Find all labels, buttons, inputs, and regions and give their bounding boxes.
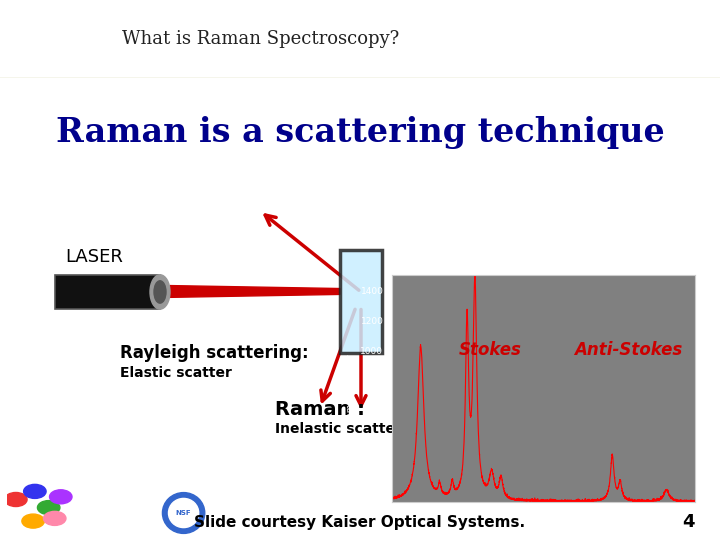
Circle shape xyxy=(22,514,45,528)
Circle shape xyxy=(24,484,46,498)
X-axis label: Raman Shift ( cm-1): Raman Shift ( cm-1) xyxy=(495,526,593,536)
Text: 4: 4 xyxy=(683,513,695,531)
Text: Stokes: Stokes xyxy=(459,341,522,359)
Text: Slide courtesy Kaiser Optical Systems.: Slide courtesy Kaiser Optical Systems. xyxy=(194,515,526,530)
Circle shape xyxy=(4,492,27,507)
Text: Inelastic scatter: Inelastic scatter xyxy=(275,422,402,436)
Polygon shape xyxy=(170,286,340,298)
Bar xyxy=(340,250,382,353)
Circle shape xyxy=(50,490,72,504)
Circle shape xyxy=(168,498,199,528)
Y-axis label: Raman Intensity: Raman Intensity xyxy=(346,354,355,423)
Text: Rayleigh scattering:: Rayleigh scattering: xyxy=(120,345,309,362)
Text: Raman is a scattering technique: Raman is a scattering technique xyxy=(55,116,665,149)
Text: Raman :: Raman : xyxy=(275,400,365,419)
Ellipse shape xyxy=(154,281,166,303)
Circle shape xyxy=(43,511,66,525)
Text: LASER: LASER xyxy=(65,248,123,266)
Text: What is Raman Spectroscopy?: What is Raman Spectroscopy? xyxy=(122,30,400,48)
Circle shape xyxy=(37,501,60,515)
Circle shape xyxy=(163,492,204,534)
Bar xyxy=(55,275,160,309)
Ellipse shape xyxy=(150,275,170,309)
Text: NSF: NSF xyxy=(176,510,192,516)
Text: Elastic scatter: Elastic scatter xyxy=(120,366,232,380)
Text: Anti-Stokes: Anti-Stokes xyxy=(574,341,682,359)
